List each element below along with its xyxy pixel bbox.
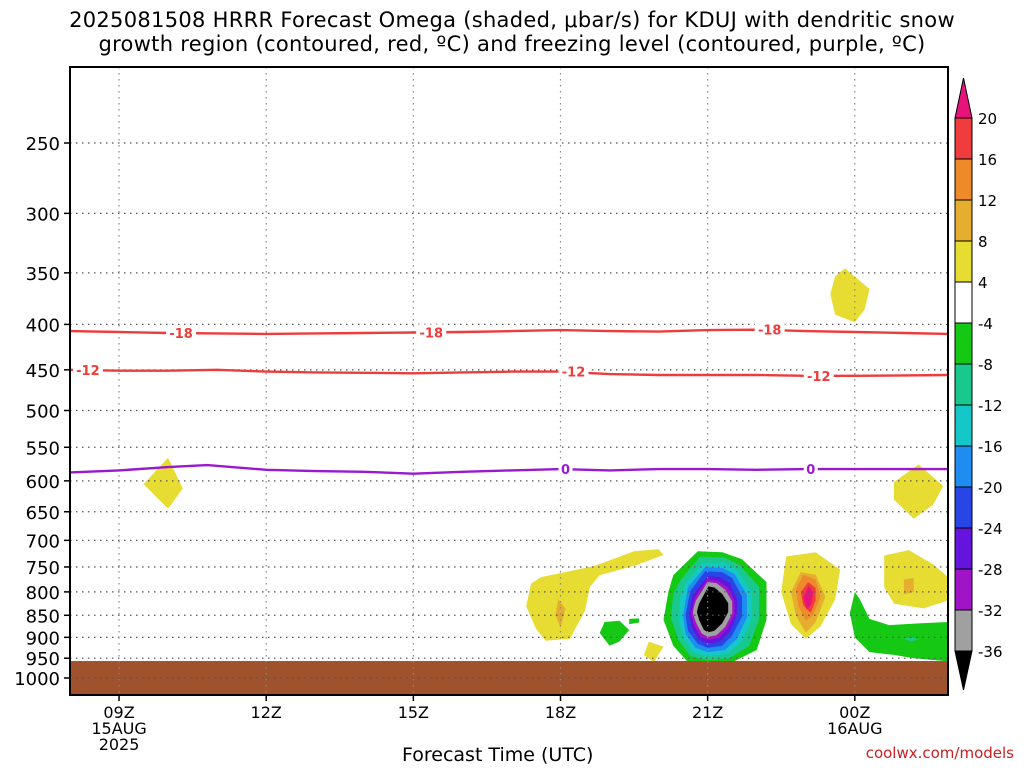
colorbar-label: -4 [978, 315, 993, 333]
colorbar-bin [954, 117, 973, 160]
omega-region-25 [695, 584, 730, 634]
x-tick-label: 15Z [398, 703, 429, 722]
colorbar-bin [954, 240, 973, 283]
omega-region-0 [143, 457, 183, 509]
colorbar-bin [954, 445, 973, 488]
contour-label: -18 [169, 327, 193, 342]
contour-label-bg [416, 324, 447, 341]
y-tick-label: 450 [26, 361, 60, 382]
omega-region-10 [803, 586, 814, 610]
chart-title-line-2: growth region (contoured, red, ºC) and f… [98, 32, 926, 56]
y-tick-label: 1000 [14, 669, 60, 690]
colorbar-label: 12 [978, 192, 997, 210]
colorbar-label: 8 [978, 233, 988, 251]
y-tick-label: 750 [26, 558, 60, 579]
y-tick-label: 900 [26, 628, 60, 649]
y-tick-label: 850 [26, 606, 60, 627]
y-tick-label: 350 [26, 264, 60, 285]
x-tick-label: 21Z [692, 703, 723, 722]
omega-colorbar: 20 16 12 8 4 -4 -8 -12 -16 -20 -24 -28 -32 -36 [954, 77, 1003, 691]
colorbar-under-arrow [954, 650, 973, 691]
colorbar-bin [954, 609, 973, 652]
contour-label-bg [803, 461, 818, 478]
colorbar-label: -16 [978, 438, 1003, 456]
omega-region-15 [599, 620, 630, 646]
y-tick-label: 800 [26, 583, 60, 604]
colorbar-bin [954, 486, 973, 529]
site-credit: coolwx.com/models [865, 744, 1014, 762]
contour-label: -18 [420, 326, 444, 341]
contour-label-bg [803, 367, 834, 384]
x-tick-label: 12Z [251, 703, 282, 722]
x-tick-label: 18Z [545, 703, 576, 722]
colorbar-bin [954, 404, 973, 447]
x-tick-label: 2025 [99, 735, 140, 754]
contour-label: -12 [76, 364, 100, 379]
colorbar-bin [954, 158, 973, 201]
y-tick-label: 950 [26, 649, 60, 670]
plot-frame [69, 66, 949, 696]
pressure-axis: 2503003504004505005506006507007508008509… [14, 134, 70, 690]
omega-region-1 [830, 268, 870, 323]
x-tick-label: 09Z [103, 703, 134, 722]
contour-label-bg [558, 461, 573, 478]
colorbar-label: -28 [978, 561, 1003, 579]
y-tick-label: 250 [26, 134, 60, 155]
colorbar-label: 20 [978, 110, 997, 128]
omega-region-13 [849, 591, 948, 662]
colorbar-label: -12 [978, 397, 1003, 415]
omega-region-14 [903, 637, 919, 642]
omega-shading-layer [143, 268, 948, 666]
colorbar-label: -20 [978, 479, 1003, 497]
colorbar-bin [954, 527, 973, 570]
temperature-contours: -18 -18 -18 -12 -12 -12 0 0 [69, 321, 949, 478]
contour-label-bg [72, 361, 103, 378]
x-axis-label: Forecast Time (UTC) [402, 744, 594, 766]
x-tick-label: 16AUG [827, 719, 882, 738]
contour-label: -12 [562, 366, 586, 381]
omega-region-16 [629, 618, 639, 625]
chart-title-line-1: 2025081508 HRRR Forecast Omega (shaded, … [69, 8, 955, 32]
omega-region-2 [894, 464, 944, 519]
omega-region-12 [903, 578, 914, 595]
x-tick-label: 15AUG [91, 719, 146, 738]
omega-region-11 [884, 550, 948, 609]
y-tick-label: 550 [26, 438, 60, 459]
contour-label-bg [754, 321, 785, 338]
colorbar-bin [954, 281, 973, 324]
y-tick-label: 300 [26, 204, 60, 225]
contour-label-bg [166, 324, 197, 341]
colorbar-label: 16 [978, 151, 997, 169]
colorbar-bin [954, 199, 973, 242]
contour-label-bg [558, 363, 589, 380]
omega-region-5 [643, 641, 664, 663]
contour-line-0 [69, 328, 949, 336]
colorbar-over-arrow [954, 77, 973, 119]
colorbar-label: -24 [978, 520, 1003, 538]
grid-lines [70, 67, 948, 695]
colorbar-bin [954, 568, 973, 611]
colorbar-label: -32 [978, 602, 1003, 620]
y-tick-label: 700 [26, 531, 60, 552]
colorbar-label: -8 [978, 356, 993, 374]
y-tick-label: 600 [26, 472, 60, 493]
colorbar-label: 4 [978, 274, 988, 292]
contour-label: 0 [806, 463, 815, 478]
x-tick-label: 00Z [839, 703, 870, 722]
contour-label: -12 [807, 370, 831, 385]
y-tick-label: 400 [26, 315, 60, 336]
colorbar-bin [954, 363, 973, 406]
contour-label: -18 [758, 324, 782, 339]
y-tick-label: 650 [26, 503, 60, 524]
colorbar-bin [954, 322, 973, 365]
contour-label: 0 [561, 463, 570, 478]
omega-core-rim [693, 582, 732, 636]
colorbar-label: -36 [978, 643, 1003, 661]
y-tick-label: 500 [26, 402, 60, 423]
